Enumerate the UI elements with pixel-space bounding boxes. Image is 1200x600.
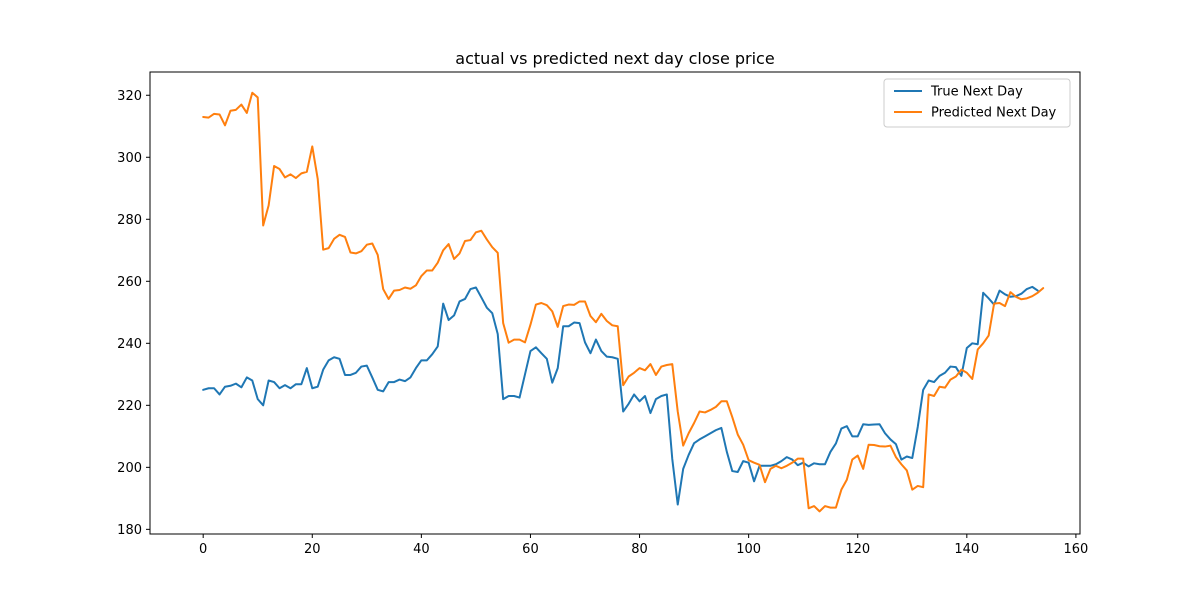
- legend-label: True Next Day: [930, 85, 1023, 100]
- x-tick-label: 160: [1063, 542, 1088, 557]
- series-line-predicted-next-day: [202, 91, 1045, 513]
- y-tick-label: 180: [117, 523, 142, 538]
- series-layer: [202, 91, 1045, 513]
- y-tick-label: 200: [117, 461, 142, 476]
- x-tick-label: 80: [631, 542, 648, 557]
- legend-label: Predicted Next Day: [931, 106, 1057, 121]
- x-tick-label: 40: [413, 542, 430, 557]
- plot-frame: [149, 71, 1081, 535]
- y-axis: 180 200 220 240 260 280 300 320: [117, 89, 150, 538]
- x-tick-label: 20: [304, 542, 321, 557]
- x-axis: 0 20 40 60 80 100 120 140 160: [199, 534, 1088, 557]
- x-tick-label: 60: [522, 542, 539, 557]
- y-tick-label: 220: [117, 399, 142, 414]
- x-tick-label: 140: [954, 542, 979, 557]
- y-tick-label: 300: [117, 151, 142, 166]
- legend: True Next Day Predicted Next Day: [883, 78, 1071, 128]
- x-tick-label: 100: [736, 542, 761, 557]
- x-tick-label: 120: [845, 542, 870, 557]
- y-tick-label: 260: [117, 275, 142, 290]
- x-tick-label: 0: [199, 542, 207, 557]
- y-tick-label: 280: [117, 213, 142, 228]
- y-tick-label: 240: [117, 337, 142, 352]
- series-line-true-next-day: [202, 285, 1039, 506]
- legend-box: [883, 78, 1071, 128]
- y-tick-label: 320: [117, 89, 142, 104]
- chart-title: actual vs predicted next day close price: [455, 49, 774, 68]
